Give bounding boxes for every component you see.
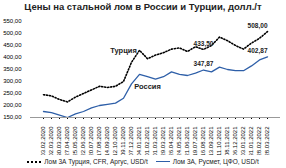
svg-text:550,00: 550,00 bbox=[3, 18, 22, 24]
svg-text:22.06.2020: 22.06.2020 bbox=[80, 126, 86, 155]
svg-text:03.02.2020: 03.02.2020 bbox=[40, 126, 46, 155]
svg-text:04.01.2021: 04.01.2021 bbox=[136, 126, 142, 155]
svg-text:06.12.2021: 06.12.2021 bbox=[232, 126, 238, 155]
svg-text:20.07.2020: 20.07.2020 bbox=[88, 126, 94, 155]
svg-text:26.04.2021: 26.04.2021 bbox=[168, 126, 174, 155]
svg-text:Россия: Россия bbox=[134, 82, 161, 91]
svg-text:13.09.2021: 13.09.2021 bbox=[208, 126, 214, 155]
svg-text:500,00: 500,00 bbox=[3, 30, 22, 36]
svg-text:508,00: 508,00 bbox=[248, 22, 268, 30]
svg-text:02.03.2020: 02.03.2020 bbox=[48, 126, 54, 155]
svg-text:250,00: 250,00 bbox=[3, 90, 22, 96]
svg-text:150,00: 150,00 bbox=[3, 114, 22, 120]
svg-text:01.02.2021: 01.02.2021 bbox=[144, 126, 150, 155]
svg-text:350,00: 350,00 bbox=[3, 66, 22, 72]
svg-text:14.09.2020: 14.09.2020 bbox=[104, 126, 110, 155]
svg-text:450,00: 450,00 bbox=[3, 42, 22, 48]
svg-text:28.03.2022: 28.03.2022 bbox=[264, 126, 270, 155]
svg-text:25.05.2020: 25.05.2020 bbox=[72, 126, 78, 155]
svg-text:31.01.2022: 31.01.2022 bbox=[248, 126, 254, 155]
svg-text:09.11.2020: 09.11.2020 bbox=[120, 126, 126, 155]
svg-text:28.02.2022: 28.02.2022 bbox=[256, 126, 262, 155]
svg-text:30.03.2020: 30.03.2020 bbox=[56, 126, 62, 155]
svg-text:24.05.2021: 24.05.2021 bbox=[176, 126, 182, 155]
svg-text:08.11.2021: 08.11.2021 bbox=[224, 126, 230, 155]
svg-text:27.04.2020: 27.04.2020 bbox=[64, 126, 70, 155]
svg-text:29.03.2021: 29.03.2021 bbox=[160, 126, 166, 155]
svg-text:400,00: 400,00 bbox=[3, 54, 22, 60]
html-text:Лом 3А Турция, CFR, Аргус, USD: Лом 3А Турция, CFR, Аргус, USD/t bbox=[44, 158, 148, 165]
svg-text:433,50: 433,50 bbox=[194, 40, 214, 48]
svg-text:11.10.2021: 11.10.2021 bbox=[216, 126, 222, 155]
svg-text:402,87: 402,87 bbox=[248, 47, 268, 55]
html-text:Цены на стальной лом в России: Цены на стальной лом в России и Турции, … bbox=[24, 1, 262, 12]
html-text:Лом 3А, Русмет, ЦФО, USD/t: Лом 3А, Русмет, ЦФО, USD/t bbox=[172, 158, 259, 165]
svg-text:12.10.2020: 12.10.2020 bbox=[112, 126, 118, 155]
svg-text:Турция: Турция bbox=[110, 46, 137, 55]
svg-text:200,00: 200,00 bbox=[3, 102, 22, 108]
svg-text:21.06.2021: 21.06.2021 bbox=[184, 126, 190, 155]
svg-text:17.08.2020: 17.08.2020 bbox=[96, 126, 102, 155]
svg-text:19.07.2021: 19.07.2021 bbox=[192, 126, 198, 155]
svg-text:01.03.2021: 01.03.2021 bbox=[152, 126, 158, 155]
svg-text:07.12.2020: 07.12.2020 bbox=[128, 126, 134, 155]
svg-text:347,87: 347,87 bbox=[194, 60, 214, 68]
svg-text:03.01.2022: 03.01.2022 bbox=[240, 126, 246, 155]
svg-text:16.08.2021: 16.08.2021 bbox=[200, 126, 206, 155]
svg-text:300,00: 300,00 bbox=[3, 78, 22, 84]
